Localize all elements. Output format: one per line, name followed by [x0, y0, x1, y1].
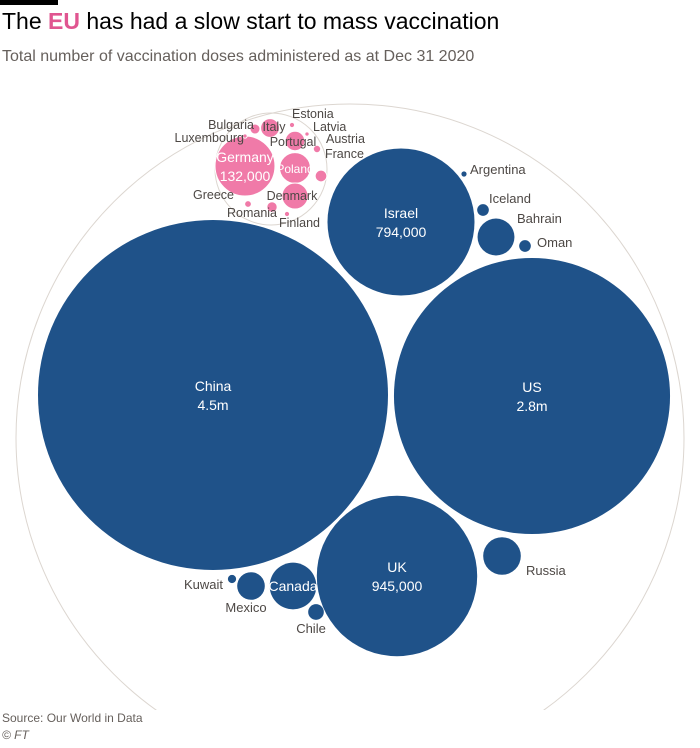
label-finland: Finland — [279, 216, 320, 230]
label-estonia: Estonia — [292, 107, 334, 121]
chart-subtitle: Total number of vaccination doses admini… — [2, 48, 475, 65]
bubble-italy — [260, 118, 280, 138]
bubble-us — [393, 257, 671, 535]
label-germany: Germany — [216, 149, 274, 165]
source-note: Source: Our World in Data — [2, 711, 143, 725]
label-uk: UK — [387, 559, 407, 575]
ft-top-bar — [0, 0, 58, 5]
bubble-germany — [214, 135, 276, 197]
label-israel: Israel — [384, 205, 418, 221]
label-argentina: Argentina — [470, 162, 526, 177]
value-label-us: 2.8m — [516, 398, 547, 414]
label-us: US — [522, 379, 541, 395]
label-oman: Oman — [537, 235, 572, 250]
label-kuwait: Kuwait — [184, 577, 223, 592]
credit-note: © FT — [2, 728, 29, 742]
label-latvia: Latvia — [313, 120, 346, 134]
title-part-1: The — [2, 8, 49, 34]
bubble-mexico — [237, 572, 265, 600]
chart-title: The EU has had a slow start to mass vacc… — [2, 8, 499, 35]
label-iceland: Iceland — [489, 191, 531, 206]
label-bulgaria: Bulgaria — [208, 118, 254, 132]
bubble-oman — [519, 240, 531, 252]
value-label-china: 4.5m — [197, 397, 228, 413]
bubble-france — [314, 169, 328, 183]
bubble-greece — [244, 200, 252, 208]
bubble-portugal — [284, 130, 306, 152]
bubble-argentina — [461, 171, 467, 177]
outer-enclosure-circle — [15, 103, 685, 710]
label-france: France — [325, 147, 364, 161]
bubble-iceland — [477, 204, 489, 216]
bubble-estonia — [288, 121, 296, 129]
bubble-china — [38, 220, 388, 570]
bubble-chart: China 4.5m US 2.8m UK 945,000 Israel 794,000 Ger… — [15, 103, 685, 710]
label-china: China — [195, 378, 232, 394]
label-mexico: Mexico — [225, 600, 266, 615]
bubble-finland — [283, 210, 291, 218]
title-part-2: has had a slow start to mass vaccination — [79, 8, 500, 34]
bubble-israel — [327, 148, 475, 296]
label-poland: Poland — [276, 162, 313, 176]
label-portugal: Portugal — [270, 135, 317, 149]
value-label-israel: 794,000 — [376, 224, 427, 240]
label-chile: Chile — [296, 621, 326, 636]
label-bahrain: Bahrain — [517, 211, 562, 226]
label-italy: Italy — [263, 120, 287, 134]
bubble-latvia — [304, 131, 310, 137]
label-romania: Romania — [227, 206, 277, 220]
label-russia: Russia — [526, 563, 567, 578]
value-label-germany: 132,000 — [220, 168, 271, 184]
bubble-luxembourg — [242, 133, 248, 139]
label-denmark: Denmark — [267, 189, 318, 203]
title-highlight-eu: EU — [48, 8, 80, 34]
bubble-chile — [308, 604, 324, 620]
bubble-kuwait — [227, 574, 237, 584]
label-austria: Austria — [326, 132, 365, 146]
value-label-uk: 945,000 — [372, 578, 423, 594]
bubble-canada — [269, 562, 317, 610]
bubble-russia — [483, 537, 521, 575]
bubble-romania — [266, 201, 278, 213]
bubble-denmark — [281, 182, 309, 210]
bubble-bulgaria — [249, 123, 261, 135]
label-canada: Canada — [268, 578, 317, 594]
bubble-bahrain — [477, 218, 515, 256]
bubble-uk — [316, 495, 478, 657]
bubble-austria — [312, 144, 322, 154]
label-luxembourg: Luxembourg — [175, 131, 245, 145]
label-greece: Greece — [193, 188, 234, 202]
